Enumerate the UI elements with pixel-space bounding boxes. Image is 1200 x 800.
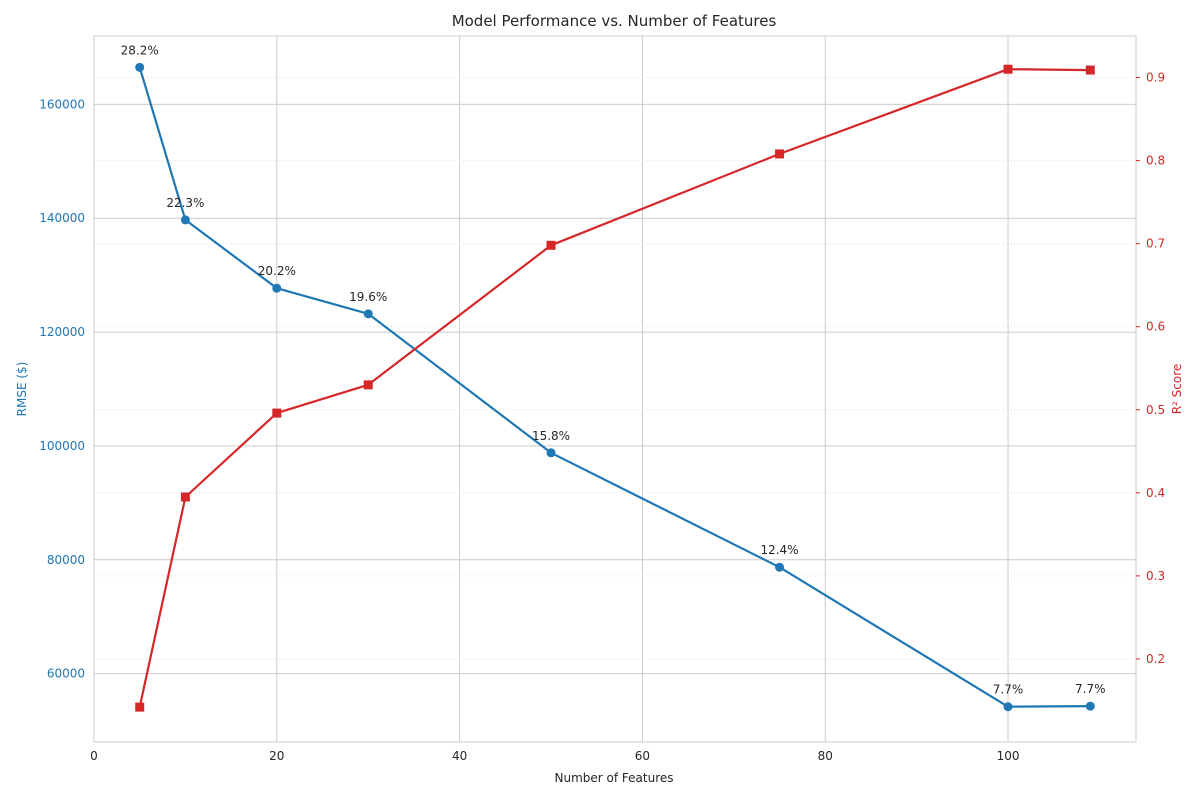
y-left-tick-label: 60000 [47,667,85,681]
r2-point [775,149,785,159]
y-right-tick-label: 0.3 [1146,569,1165,583]
r2-point [546,240,556,250]
rmse-point [546,448,556,458]
rmse-data-label: 15.8% [532,429,570,443]
rmse-data-label: 20.2% [258,264,296,278]
rmse-point [1003,702,1013,712]
x-tick-label: 40 [452,749,467,763]
y-right-tick-label: 0.5 [1146,403,1165,417]
rmse-data-label: 7.7% [993,683,1024,697]
r2-series-line [138,68,1091,708]
rmse-point [272,283,282,293]
x-tick-label: 60 [635,749,650,763]
x-tick-label: 100 [997,749,1020,763]
r2-point [135,702,145,712]
x-axis-label: Number of Features [555,771,674,785]
r2-point [1003,64,1013,74]
y-axis-left-label: RMSE ($) [15,362,29,417]
rmse-data-label: 7.7% [1075,682,1106,696]
rmse-point [135,62,145,72]
r2-point [272,408,282,418]
rmse-point [180,215,190,225]
y-left-tick-label: 160000 [39,97,85,111]
data-labels: 28.2% 22.3% 20.2% 19.6% 15.8% 12.4% 7.7% 7.7% [121,43,1106,696]
y-left-tick-label: 120000 [39,325,85,339]
y-right-tick-label: 0.9 [1146,71,1165,85]
x-tick-label: 20 [269,749,284,763]
y-right-tick-label: 0.4 [1146,486,1165,500]
rmse-point [1085,701,1095,711]
r2-point [1085,65,1095,75]
r2-point [363,380,373,390]
rmse-data-label: 28.2% [121,43,159,57]
y-axis-right-label: R² Score [1170,364,1184,415]
plot-frame [93,35,1137,743]
y-left-tick-label: 80000 [47,553,85,567]
rmse-point [363,309,373,319]
rmse-data-label: 12.4% [760,543,798,557]
rmse-series-line [138,66,1091,708]
y-right-tick-label: 0.2 [1146,652,1165,666]
axis-ticks: 0 20 40 60 80 100 60000 80000 100000 120000 140000… [39,71,1165,763]
series-lines [135,62,1095,712]
x-tick-label: 80 [818,749,833,763]
y-right-tick-label: 0.8 [1146,154,1165,168]
chart-title: Model Performance vs. Number of Features [452,12,777,30]
y-right-tick-label: 0.7 [1146,237,1165,251]
rmse-data-label: 19.6% [349,290,387,304]
rmse-data-label: 22.3% [166,196,204,210]
x-tick-label: 0 [90,749,98,763]
rmse-point [775,562,785,572]
y-right-tick-label: 0.6 [1146,320,1165,334]
y-left-tick-label: 100000 [39,439,85,453]
y-left-tick-label: 140000 [39,211,85,225]
r2-point [180,492,190,502]
grid-lines [93,36,1136,742]
